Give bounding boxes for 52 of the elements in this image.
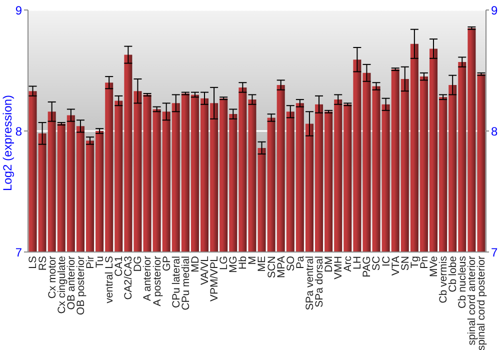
x-tick-label: CA2/CA3: [122, 256, 135, 300]
x-tick-label: CPu medial: [180, 256, 192, 310]
x-tick-label: VTA: [390, 256, 402, 276]
x-tick-label: VMH: [332, 256, 345, 280]
x-tick-label: Cx motor: [46, 256, 58, 299]
y-axis-title: Log2 (expression): [0, 94, 14, 191]
x-tick-label: spinal cord anterior: [466, 255, 478, 346]
y-tick-label: 9: [15, 3, 22, 18]
x-tick-label: ME: [256, 256, 268, 272]
x-tick-label: SC: [370, 256, 383, 271]
y-tick-label: 7: [15, 245, 22, 260]
x-tick-label: LS: [27, 256, 40, 269]
x-tick-label: Tg: [408, 256, 421, 268]
x-tick-label: OB anterior: [65, 256, 78, 310]
x-tick-label: IC: [380, 256, 392, 266]
x-tick-label: Cb nucleus: [456, 256, 469, 309]
x-tick-label: OB posterior: [74, 256, 87, 315]
x-tick-label: PAG: [361, 256, 374, 278]
x-tick-label: SPa dorsal: [313, 256, 326, 308]
x-tick-label: Pa: [294, 256, 306, 269]
x-tick-label: M: [246, 256, 259, 265]
x-tick-label: VA/VL: [198, 256, 211, 285]
x-tick-label: MD: [189, 256, 202, 272]
x-tick-label: MVe: [428, 256, 440, 278]
x-tick-label: DM: [323, 256, 336, 272]
x-tick-label: Cx cingulate: [56, 256, 68, 314]
x-tick-label: Tu: [94, 256, 106, 268]
x-tick-label: CPu lateral: [170, 256, 182, 308]
x-tick-label: Cb lobe: [447, 256, 460, 292]
x-tick-label: ventral LS: [104, 256, 116, 304]
x-tick-label: spinal cord posterior: [476, 255, 488, 350]
x-tick-label: CA1: [113, 256, 126, 276]
x-tick-label: DG: [132, 256, 144, 272]
x-tick-label: MPA: [275, 256, 288, 278]
y2-tick-label: 8: [491, 124, 498, 138]
x-tick-label: A posterior: [151, 256, 164, 306]
x-tick-label: GP: [160, 256, 173, 272]
x-tick-label: LG: [218, 256, 230, 270]
x-tick-label: SO: [284, 256, 297, 272]
x-tick-label: A anterior: [142, 256, 154, 301]
x-tick-label: Pir: [84, 256, 96, 269]
x-tick-label: SCN: [266, 256, 278, 278]
y2-tick-label: 9: [491, 3, 498, 18]
y-tick-label: 8: [15, 124, 22, 138]
y2-tick-label: 7: [491, 245, 498, 260]
x-tick-label: SPa ventral: [304, 256, 316, 310]
x-tick-label: RS: [36, 256, 49, 271]
x-tick-label: VPM/VPL: [208, 256, 221, 302]
x-tick-label: SN: [399, 256, 412, 271]
x-tick-label: LH: [352, 256, 364, 270]
x-tick-label: Arc: [342, 256, 354, 272]
x-tick-label: Hb: [237, 256, 250, 270]
